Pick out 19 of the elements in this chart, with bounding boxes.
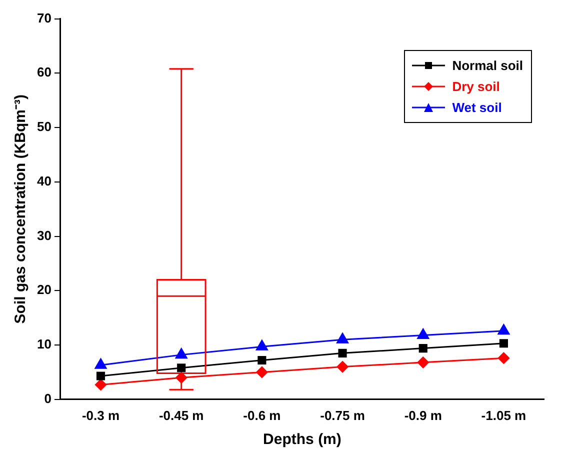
x-tick-label: -0.45 m bbox=[158, 408, 204, 423]
x-tick-label: -0.75 m bbox=[320, 408, 365, 423]
y-tick-label: 0 bbox=[44, 390, 52, 406]
legend-label: Dry soil bbox=[452, 78, 500, 96]
y-tick-label: 70 bbox=[36, 10, 52, 26]
legend-label: Normal soil bbox=[452, 57, 523, 75]
x-tick-label: -0.9 m bbox=[404, 408, 442, 423]
x-tick-label: -0.3 m bbox=[82, 408, 120, 423]
y-axis-title: Soil gas concentration (KBqm⁻³) bbox=[12, 94, 30, 324]
y-tick-label: 20 bbox=[36, 282, 52, 298]
y-tick-label: 40 bbox=[36, 173, 52, 188]
y-tick-label: 50 bbox=[36, 119, 52, 134]
x-tick-label: -1.05 m bbox=[481, 408, 526, 423]
legend-label: Wet soil bbox=[452, 99, 502, 117]
y-tick-label: 30 bbox=[36, 228, 52, 243]
y-tick-label: 60 bbox=[36, 64, 52, 80]
y-tick-label: 10 bbox=[36, 336, 52, 352]
x-axis-title: Depths (m) bbox=[263, 431, 342, 448]
x-tick-label: -0.6 m bbox=[243, 408, 281, 423]
